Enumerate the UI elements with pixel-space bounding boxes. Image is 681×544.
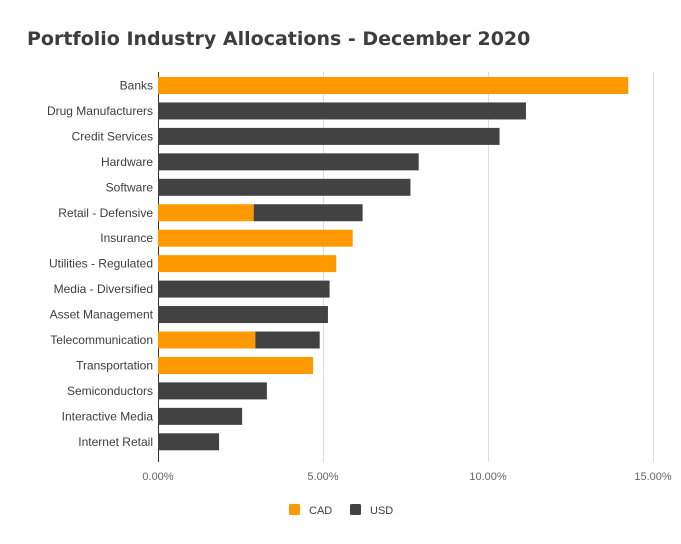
bar-usd — [253, 204, 363, 222]
category-label: Telecommunication — [50, 333, 153, 347]
bar-usd — [255, 331, 320, 349]
legend: CAD USD — [289, 504, 393, 517]
bar-usd — [158, 102, 526, 120]
bar-cad — [158, 255, 337, 273]
legend-label-usd: USD — [370, 505, 393, 517]
bar-cad — [158, 229, 353, 247]
bar-usd — [158, 433, 220, 451]
category-label: Credit Services — [72, 129, 153, 143]
bar-usd — [158, 382, 267, 400]
category-label: Utilities - Regulated — [49, 257, 153, 271]
category-label: Hardware — [101, 155, 153, 169]
bar-usd — [158, 178, 411, 196]
x-tick-labels: 0.00% 5.00% 10.00% 15.00% — [142, 471, 671, 483]
category-label: Transportation — [76, 358, 153, 372]
category-label: Software — [106, 180, 154, 194]
chart-title: Portfolio Industry Allocations - Decembe… — [27, 28, 531, 50]
x-tick-label: 15.00% — [634, 471, 672, 483]
category-label: Internet Retail — [78, 435, 153, 449]
category-label: Semiconductors — [67, 384, 153, 398]
bar-usd — [158, 280, 330, 298]
legend-swatch-cad — [289, 504, 300, 515]
bar-usd — [158, 153, 419, 171]
category-label: Banks — [120, 79, 153, 93]
category-label: Drug Manufacturers — [47, 104, 153, 118]
bars — [158, 77, 629, 451]
legend-swatch-usd — [350, 504, 361, 515]
bar-usd — [158, 127, 500, 145]
x-tick-label: 10.00% — [469, 471, 507, 483]
category-label: Media - Diversified — [54, 282, 153, 296]
category-label: Retail - Defensive — [58, 206, 153, 220]
category-label: Interactive Media — [62, 409, 154, 423]
bar-cad — [158, 204, 254, 222]
legend-label-cad: CAD — [309, 505, 332, 517]
category-label: Asset Management — [50, 308, 154, 322]
x-tick-label: 5.00% — [307, 471, 338, 483]
bar-cad — [158, 77, 629, 94]
bar-usd — [158, 407, 243, 425]
category-label: Insurance — [100, 231, 153, 245]
bar-cad — [158, 331, 256, 349]
category-labels: Banks Drug Manufacturers Credit Services Ha… — [47, 79, 154, 449]
bar-usd — [158, 306, 328, 324]
x-tick-label: 0.00% — [142, 471, 173, 483]
bar-cad — [158, 356, 314, 374]
